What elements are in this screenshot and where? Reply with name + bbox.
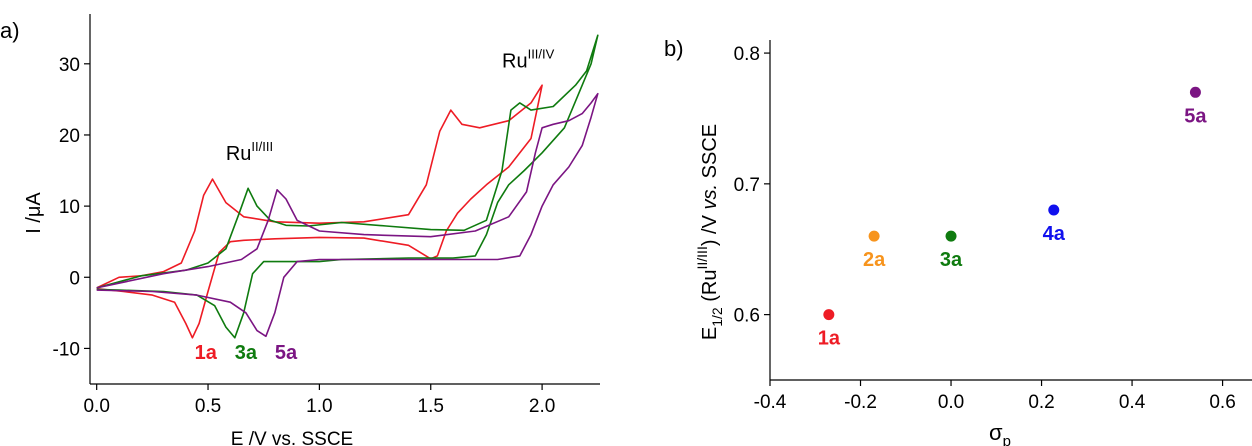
panel-b-y-label-part: vs. <box>699 184 721 210</box>
panel-b-y-axis-label: E1/2 (RuII/III) /V vs. SSCE <box>694 124 725 340</box>
panel-a-cyclic-voltammogram: a) 0.0 0.5 1.0 1.5 2.0 -10 0 10 20 30 1a 3a 5a RuII/… <box>0 14 600 446</box>
panel-b-x-tick-label: 0.0 <box>938 392 964 413</box>
panel-b-y-tick-label: 0.6 <box>734 306 760 327</box>
panel-b-y-label-part: 1/2 <box>709 307 725 327</box>
panel-a-y-tick-label: 10 <box>59 197 80 218</box>
panel-b-point-label-1a: 1a <box>818 328 841 350</box>
panel-a-y-tick-label: 20 <box>59 126 80 147</box>
panel-a-x-tick-label: 0.0 <box>83 396 109 417</box>
panel-b-point-label-4a: 4a <box>1043 223 1066 245</box>
panel-a-annotation-5a: 5a <box>275 342 298 364</box>
panel-a-annotation-ru-iii-iv: RuIII/IV <box>502 46 555 72</box>
panel-b-y-label-part: II/III <box>694 246 710 269</box>
panel-a-y-label-prefix: I / <box>23 217 45 234</box>
panel-b-x-label-sub: p <box>1003 433 1011 446</box>
panel-a-x-tick-label: 0.5 <box>195 396 221 417</box>
panel-b-point-3a <box>945 230 957 242</box>
panel-a-x-tick-label: 2.0 <box>529 396 555 417</box>
panel-b-point-5a <box>1189 86 1201 98</box>
panel-b-y-tick-label: 0.8 <box>734 44 760 65</box>
panel-a-series-group <box>96 34 599 339</box>
panel-a-annotation-ru-ii-iii: RuII/III <box>226 139 273 165</box>
panel-b-y-label-part: SSCE <box>699 124 721 184</box>
panel-b-y-label-part: ) /V <box>699 209 721 246</box>
panel-a-annotations: 1a 3a 5a RuII/III RuIII/IV <box>195 46 555 364</box>
panel-b-y-tick-label: 0.7 <box>734 175 760 196</box>
panel-a-x-axis-label: E /V vs. SSCE <box>231 429 353 446</box>
panel-a-annotation-1a: 1a <box>195 342 218 364</box>
panel-b-axes: -0.4 -0.2 0.0 0.2 0.4 0.6 0.6 0.7 0.8 <box>734 40 1252 413</box>
panel-b-point-2a <box>868 230 880 242</box>
panel-b-x-tick-label: -0.4 <box>754 392 787 413</box>
panel-b-x-tick-label: 0.6 <box>1209 392 1235 413</box>
panel-b-y-label-part: (Ru <box>699 270 721 308</box>
panel-a-axes: 0.0 0.5 1.0 1.5 2.0 -10 0 10 20 30 <box>53 14 600 417</box>
panel-a-y-label-unit: μA <box>23 192 45 218</box>
panel-b-hammett-plot: b) -0.4 -0.2 0.0 0.2 0.4 0.6 0.6 0.7 0.8 1a 2a 3a 4… <box>664 36 1252 446</box>
panel-b-label: b) <box>664 36 684 61</box>
panel-a-y-axis-label: I /μA <box>23 192 45 234</box>
panel-b-point-1a <box>823 309 835 321</box>
panel-b-point-label-2a: 2a <box>863 249 886 271</box>
panel-b-points-group: 1a 2a 3a 4a 5a <box>818 86 1207 350</box>
panel-a-x-tick-label: 1.0 <box>306 396 332 417</box>
panel-b-x-tick-label: -0.2 <box>844 392 877 413</box>
panel-a-y-tick-label: 0 <box>69 268 80 289</box>
panel-a-series-line-1a <box>96 84 543 339</box>
panel-b-x-label-main: σ <box>989 420 1003 445</box>
panel-b-x-tick-label: 0.4 <box>1119 392 1146 413</box>
panel-a-label: a) <box>0 18 20 43</box>
panel-b-point-label-3a: 3a <box>940 249 963 271</box>
panel-b-point-4a <box>1048 204 1060 216</box>
panel-a-y-tick-label: -10 <box>53 339 80 360</box>
panel-b-x-axis-label: σp <box>989 420 1011 446</box>
panel-a-annotation-3a: 3a <box>235 342 258 364</box>
panel-b-x-tick-label: 0.2 <box>1028 392 1054 413</box>
panel-b-y-label-part: E <box>699 327 721 340</box>
panel-a-y-tick-label: 30 <box>59 55 80 76</box>
panel-a-series-line-5a <box>96 92 599 338</box>
panel-b-point-label-5a: 5a <box>1184 105 1207 127</box>
panel-a-x-tick-label: 1.5 <box>418 396 444 417</box>
